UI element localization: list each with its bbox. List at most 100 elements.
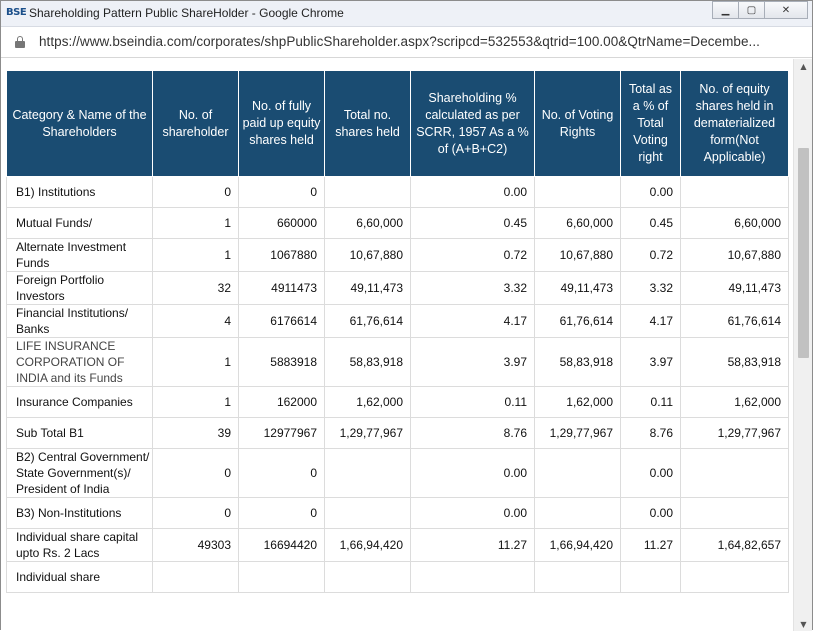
value-cell: 0.72 <box>620 238 681 272</box>
table-row: Mutual Funds/1 660000 6,60,000 0.45 6,60,000… <box>6 207 789 239</box>
value-cell <box>324 497 411 529</box>
category-cell: Individual share capital upto Rs. 2 Lacs <box>6 528 153 562</box>
value-cell: 0 <box>238 176 325 208</box>
value-cell: 0.00 <box>620 497 681 529</box>
table-row: Financial Institutions/ Banks 4 6176614 61,… <box>6 304 789 338</box>
value-cell <box>534 176 621 208</box>
value-cell: 0.00 <box>410 448 535 498</box>
value-cell: 0.11 <box>410 386 535 418</box>
value-cell: 4911473 <box>238 271 325 305</box>
table-body: B1) Institutions 0 0 0.00 0.00 Mutual Funds/1… <box>6 176 789 593</box>
value-cell: 10,67,880 <box>534 238 621 272</box>
value-cell: 3.97 <box>410 337 535 387</box>
value-cell: 0 <box>238 448 325 498</box>
value-cell: 1 <box>152 386 239 418</box>
maximize-icon: ▢ <box>746 4 757 16</box>
value-cell: 10,67,880 <box>680 238 789 272</box>
value-cell: 6,60,000 <box>680 207 789 239</box>
value-cell <box>534 561 621 593</box>
vertical-scrollbar[interactable]: ▲ ▼ <box>793 59 812 631</box>
table-row: Individual share capital upto Rs. 2 Lacs… <box>6 528 789 562</box>
value-cell: 5883918 <box>238 337 325 387</box>
value-cell: 4.17 <box>410 304 535 338</box>
value-cell: 4.17 <box>620 304 681 338</box>
value-cell: 11.27 <box>410 528 535 562</box>
value-cell: 0.00 <box>410 176 535 208</box>
window-title: Shareholding Pattern Public ShareHolder … <box>29 6 344 20</box>
value-cell: 1,62,000 <box>534 386 621 418</box>
value-cell: 58,83,918 <box>324 337 411 387</box>
table-row: Insurance Companies 1 162000 1,62,000 0.11 1,… <box>6 386 789 418</box>
table-row: Sub Total B1 39 12977967 1,29,77,967 8.76 1,2… <box>6 417 789 449</box>
value-cell <box>410 561 535 593</box>
scroll-down-arrow-icon[interactable]: ▼ <box>800 619 807 629</box>
scroll-thumb[interactable] <box>798 148 809 358</box>
category-cell: Financial Institutions/ Banks <box>6 304 153 338</box>
table-row: Foreign Portfolio Investors 32 4911473 49,1… <box>6 271 789 305</box>
value-cell: 1,62,000 <box>324 386 411 418</box>
category-cell: Individual share <box>6 561 153 593</box>
value-cell: 1 <box>152 337 239 387</box>
value-cell: 0.00 <box>620 448 681 498</box>
value-cell: 49,11,473 <box>324 271 411 305</box>
value-cell: 0 <box>152 176 239 208</box>
value-cell: 660000 <box>238 207 325 239</box>
value-cell: 61,76,614 <box>680 304 789 338</box>
value-cell: 6,60,000 <box>324 207 411 239</box>
minimize-icon: ▁ <box>721 4 730 16</box>
close-button[interactable]: ✕ <box>764 1 808 19</box>
column-header: No. of fully paid up equity shares held <box>238 70 325 177</box>
value-cell: 0.45 <box>620 207 681 239</box>
value-cell: 39 <box>152 417 239 449</box>
maximize-button[interactable]: ▢ <box>738 1 765 19</box>
column-header: No. of shareholder <box>152 70 239 177</box>
minimize-button[interactable]: ▁ <box>712 1 739 19</box>
table-row: Individual share <box>6 561 789 593</box>
column-header: Shareholding % calculated as per SCRR, 1… <box>410 70 535 177</box>
bse-logo-icon: BSE <box>6 7 27 18</box>
column-header: No. of Voting Rights <box>534 70 621 177</box>
value-cell: 0.72 <box>410 238 535 272</box>
value-cell: 1,29,77,967 <box>324 417 411 449</box>
value-cell: 0 <box>238 497 325 529</box>
value-cell: 1,66,94,420 <box>534 528 621 562</box>
url-text[interactable]: https://www.bseindia.com/corporates/shpP… <box>39 34 760 49</box>
value-cell <box>324 176 411 208</box>
value-cell: 49,11,473 <box>534 271 621 305</box>
value-cell <box>324 448 411 498</box>
value-cell: 0.00 <box>620 176 681 208</box>
value-cell <box>680 561 789 593</box>
value-cell: 1,29,77,967 <box>534 417 621 449</box>
page-content: Category & Name of the Shareholders No. o… <box>1 59 793 631</box>
value-cell: 49,11,473 <box>680 271 789 305</box>
value-cell: 32 <box>152 271 239 305</box>
value-cell: 58,83,918 <box>534 337 621 387</box>
table-header-row: Category & Name of the Shareholders No. o… <box>6 70 789 177</box>
table-row: B3) Non-Institutions 0 0 0.00 0.00 <box>6 497 789 529</box>
value-cell: 8.76 <box>620 417 681 449</box>
column-header: No. of equity shares held in demateriali… <box>680 70 789 177</box>
value-cell: 16694420 <box>238 528 325 562</box>
value-cell: 1,29,77,967 <box>680 417 789 449</box>
lock-icon[interactable] <box>15 36 25 48</box>
address-bar[interactable]: https://www.bseindia.com/corporates/shpP… <box>1 28 812 58</box>
scroll-up-arrow-icon[interactable]: ▲ <box>800 61 807 71</box>
value-cell: 49303 <box>152 528 239 562</box>
column-header: Category & Name of the Shareholders <box>6 70 153 177</box>
value-cell <box>680 448 789 498</box>
value-cell <box>680 497 789 529</box>
category-cell: B1) Institutions <box>6 176 153 208</box>
value-cell: 61,76,614 <box>324 304 411 338</box>
value-cell <box>534 448 621 498</box>
value-cell: 0.11 <box>620 386 681 418</box>
value-cell: 8.76 <box>410 417 535 449</box>
value-cell: 4 <box>152 304 239 338</box>
value-cell: 6176614 <box>238 304 325 338</box>
close-icon: ✕ <box>781 4 791 16</box>
window-controls: ▁ ▢ ✕ <box>712 1 808 21</box>
category-cell: Alternate Investment Funds <box>6 238 153 272</box>
value-cell: 1,66,94,420 <box>324 528 411 562</box>
value-cell: 162000 <box>238 386 325 418</box>
category-cell: Foreign Portfolio Investors <box>6 271 153 305</box>
category-cell: B2) Central Government/ State Government… <box>6 448 153 498</box>
